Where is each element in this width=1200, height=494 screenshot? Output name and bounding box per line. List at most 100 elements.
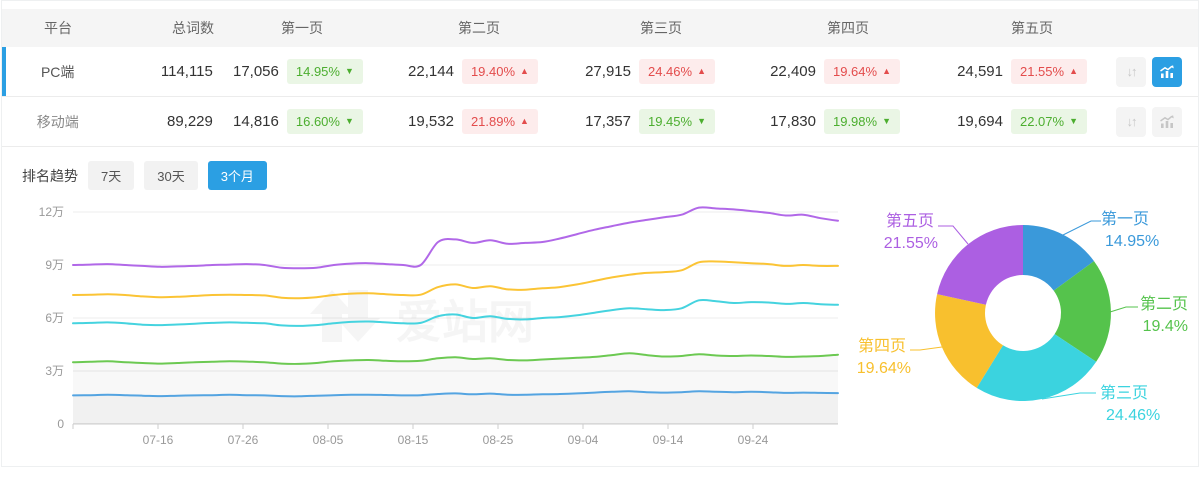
trend-chart-icon	[1160, 64, 1174, 78]
donut-slice-0[interactable]	[1023, 225, 1094, 291]
arrow-down-icon: ▼	[882, 116, 891, 126]
platform-label: 移动端	[36, 113, 79, 130]
change-percent: 19.40%	[470, 64, 516, 79]
arrow-down-icon: ▼	[344, 116, 354, 126]
page-1-count: 14,816	[232, 113, 279, 130]
change-badge: 14.95% ▼	[286, 59, 363, 84]
page-4-count: 17,830	[770, 113, 816, 130]
donut-slice-percent: 19.64%	[858, 360, 911, 377]
column-header-2: 第一页	[281, 20, 323, 36]
x-axis-label: 09-24	[738, 433, 769, 447]
donut-slice-label: 第一页	[1101, 210, 1149, 228]
donut-slice-4[interactable]	[937, 225, 1023, 305]
page-2-count: 19,532	[408, 113, 454, 130]
x-axis-label: 09-04	[568, 433, 599, 447]
x-axis-label: 07-16	[143, 433, 174, 447]
x-axis-label: 08-15	[398, 433, 429, 447]
sort-button[interactable]: ↓↑	[1116, 106, 1147, 137]
trend-line-4	[72, 206, 839, 270]
keyword-rank-panel: 平台 总词数 第一页 第二页 第三页 第四页 第五页 PC端 114,115 17,056 14.…	[1, 0, 1199, 467]
donut-slice-percent: 21.55%	[884, 235, 938, 252]
total-words-value: 114,115	[160, 63, 213, 80]
donut-slice-label: 第五页	[886, 212, 934, 230]
x-axis-label: 08-05	[313, 433, 344, 447]
page-5-cell: 24,591 21.55% ▲	[937, 59, 1116, 84]
change-badge: 21.55% ▲	[1010, 59, 1087, 84]
change-badge: 16.60% ▼	[286, 109, 363, 134]
table-row-mobile[interactable]: 移动端 89,229 14,816 16.60% ▼ 19,532 21.89% ▲ 17,35…	[2, 97, 1198, 147]
donut-slice-label: 第二页	[1140, 295, 1188, 313]
sort-button[interactable]: ↓↑	[1116, 56, 1147, 87]
y-axis-label: 6万	[45, 311, 64, 325]
watermark-text: 爱站网	[396, 296, 534, 348]
row-actions: ↓↑	[1116, 56, 1198, 87]
arrow-down-icon: ▼	[344, 66, 354, 76]
trend-charts: 0 3万 6万 9万 12万 07-16 07-26 08-05 08-15 08-25 09-04…	[2, 194, 1198, 494]
arrow-up-icon: ▲	[520, 116, 529, 126]
tab-range-2[interactable]: 3个月	[207, 161, 267, 190]
donut-slice-label: 第四页	[858, 337, 906, 355]
trend-area-1	[73, 353, 838, 424]
arrow-up-icon: ▲	[520, 66, 529, 76]
change-percent: 21.55%	[1019, 64, 1065, 79]
donut-label-leader	[938, 225, 969, 245]
tab-range-0[interactable]: 7天	[88, 161, 135, 190]
change-percent: 19.98%	[832, 114, 878, 129]
change-badge: 24.46% ▲	[638, 59, 715, 84]
arrow-up-icon: ▲	[697, 66, 706, 76]
arrow-down-icon: ▼	[697, 116, 706, 126]
page-3-count: 27,915	[585, 63, 631, 80]
change-percent: 22.07%	[1019, 114, 1065, 129]
rank-table: 平台 总词数 第一页 第二页 第三页 第四页 第五页 PC端 114,115 17,056 14.…	[2, 1, 1198, 147]
donut-slice-3[interactable]	[935, 294, 1003, 388]
column-header-3: 第二页	[458, 20, 500, 36]
trend-line-3	[72, 260, 839, 300]
column-header-1: 总词数	[172, 20, 214, 36]
table-body: PC端 114,115 17,056 14.95% ▼ 22,144 19.40% ▲ 27,9…	[2, 47, 1198, 147]
donut-label-leader	[910, 346, 943, 351]
trend-line-0	[72, 390, 839, 398]
page-2-cell: 22,144 19.40% ▲	[388, 59, 565, 84]
sort-arrows-icon: ↓↑	[1126, 114, 1138, 129]
arrow-up-icon: ▲	[1069, 66, 1078, 76]
tab-range-1[interactable]: 30天	[144, 161, 198, 190]
donut-label-leader	[1109, 306, 1138, 313]
row-actions: ↓↑	[1116, 106, 1198, 137]
donut-label-leader	[1041, 392, 1096, 400]
donut-label-leader	[1062, 220, 1101, 236]
donut-slice-1[interactable]	[1053, 261, 1111, 362]
y-axis-label: 3万	[45, 364, 64, 378]
change-percent: 24.46%	[647, 64, 693, 79]
x-axis-label: 07-26	[228, 433, 259, 447]
page-5-cell: 19,694 22.07% ▼	[937, 109, 1116, 134]
change-percent: 16.60%	[295, 114, 340, 129]
column-header-0: 平台	[44, 20, 72, 36]
table-row-pc[interactable]: PC端 114,115 17,056 14.95% ▼ 22,144 19.40% ▲ 27,9…	[2, 47, 1198, 97]
trend-section-title: 排名趋势	[22, 167, 78, 184]
page-3-count: 17,357	[585, 113, 631, 130]
trend-chart-button[interactable]	[1152, 56, 1183, 87]
page-5-count: 24,591	[957, 63, 1003, 80]
change-percent: 21.89%	[470, 114, 516, 129]
total-words-value: 89,229	[166, 113, 213, 130]
y-axis-label: 0	[57, 417, 64, 431]
trend-chart-button[interactable]	[1152, 106, 1183, 137]
donut-slice-2[interactable]	[976, 334, 1097, 402]
change-badge: 22.07% ▼	[1010, 109, 1087, 134]
x-axis-label: 08-25	[483, 433, 514, 447]
arrow-down-icon: ▼	[1069, 116, 1078, 126]
trend-header: 排名趋势 7天 30天 3个月	[2, 147, 1198, 194]
y-axis-label: 12万	[39, 205, 64, 219]
platform-label: PC端	[40, 63, 75, 80]
page-4-count: 22,409	[770, 63, 816, 80]
arrow-up-icon: ▲	[882, 66, 891, 76]
change-badge: 21.89% ▲	[461, 109, 538, 134]
trend-line-chart[interactable]: 0 3万 6万 9万 12万 07-16 07-26 08-05 08-15 08-25 09-04…	[8, 194, 853, 461]
aizhan-watermark: 爱站网	[310, 290, 534, 348]
donut-slice-percent: 14.95%	[1105, 233, 1159, 250]
sort-arrows-icon: ↓↑	[1126, 64, 1138, 79]
page-distribution-donut[interactable]: 第一页 14.95% 第二页 19.4% 第三页 24.46% 第四页 19.64% 第五页 21…	[857, 200, 1196, 445]
trend-line-1	[72, 352, 839, 365]
column-header-4: 第三页	[640, 20, 682, 36]
change-badge: 19.40% ▲	[461, 59, 538, 84]
